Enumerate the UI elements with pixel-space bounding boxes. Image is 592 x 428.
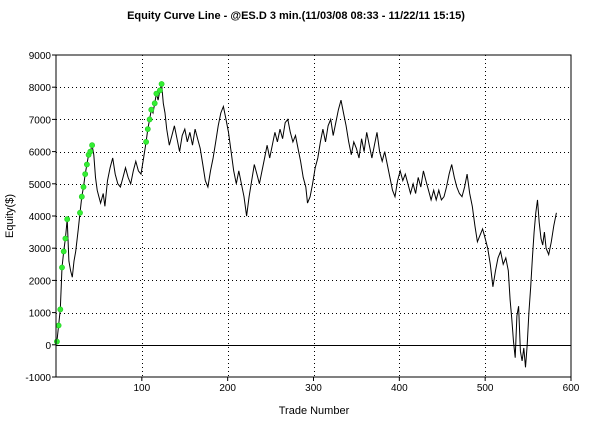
new-high-marker <box>80 184 87 190</box>
chart-title: Equity Curve Line - @ES.D 3 min.(11/03/0… <box>127 10 465 22</box>
new-high-marker <box>64 216 71 223</box>
new-high-marker <box>158 81 165 87</box>
new-high-marker <box>143 138 149 145</box>
y-axis-label: Equity($) <box>4 194 16 238</box>
y-tick-label: 2000 <box>29 276 52 287</box>
new-high-marker <box>55 322 62 329</box>
x-axis-label: Trade Number <box>279 405 350 417</box>
x-tick-label: 200 <box>219 383 236 394</box>
new-high-marker <box>153 90 160 97</box>
highs-layer <box>54 81 165 345</box>
y-tick-label: 6000 <box>29 148 52 159</box>
x-tick-label: 100 <box>133 383 150 394</box>
y-tick-label: 3000 <box>29 244 52 255</box>
grid-layer <box>56 55 571 377</box>
line-layer <box>56 83 557 368</box>
new-high-marker <box>60 248 67 255</box>
new-high-marker <box>59 264 65 271</box>
y-tick-label: 4000 <box>29 212 52 223</box>
new-high-marker <box>87 148 94 155</box>
new-high-marker <box>151 100 158 107</box>
new-high-marker <box>62 235 69 242</box>
new-high-marker <box>148 106 155 113</box>
y-tick-label: 8000 <box>29 83 52 94</box>
y-tick-label: 1000 <box>29 309 52 320</box>
new-high-marker <box>156 87 163 94</box>
x-tick-label: 600 <box>563 383 580 394</box>
new-high-marker <box>144 126 151 133</box>
y-tick-label: 9000 <box>29 51 52 62</box>
new-high-marker <box>54 338 60 345</box>
y-tick-label: 5000 <box>29 180 52 191</box>
y-tick-label: 0 <box>45 341 51 352</box>
equity-line <box>56 83 557 368</box>
new-high-marker <box>84 161 90 168</box>
new-high-marker <box>89 142 95 149</box>
y-tick-label: 7000 <box>29 115 52 126</box>
x-tick-label: 500 <box>477 383 494 394</box>
x-tick-label: 300 <box>305 383 322 394</box>
new-high-marker <box>82 171 89 177</box>
new-high-marker <box>78 193 85 200</box>
new-high-marker <box>77 209 83 216</box>
x-tick-labels: 100 200 300 400 500 600 <box>133 377 580 394</box>
y-tick-label: -1000 <box>25 373 51 384</box>
new-high-marker <box>57 306 64 313</box>
x-tick-label: 400 <box>391 383 408 394</box>
y-tick-labels: -1000 0 1000 2000 3000 4000 5000 6000 7000 8000 90… <box>25 51 56 384</box>
new-high-marker <box>146 116 153 123</box>
plot-area <box>56 55 571 377</box>
